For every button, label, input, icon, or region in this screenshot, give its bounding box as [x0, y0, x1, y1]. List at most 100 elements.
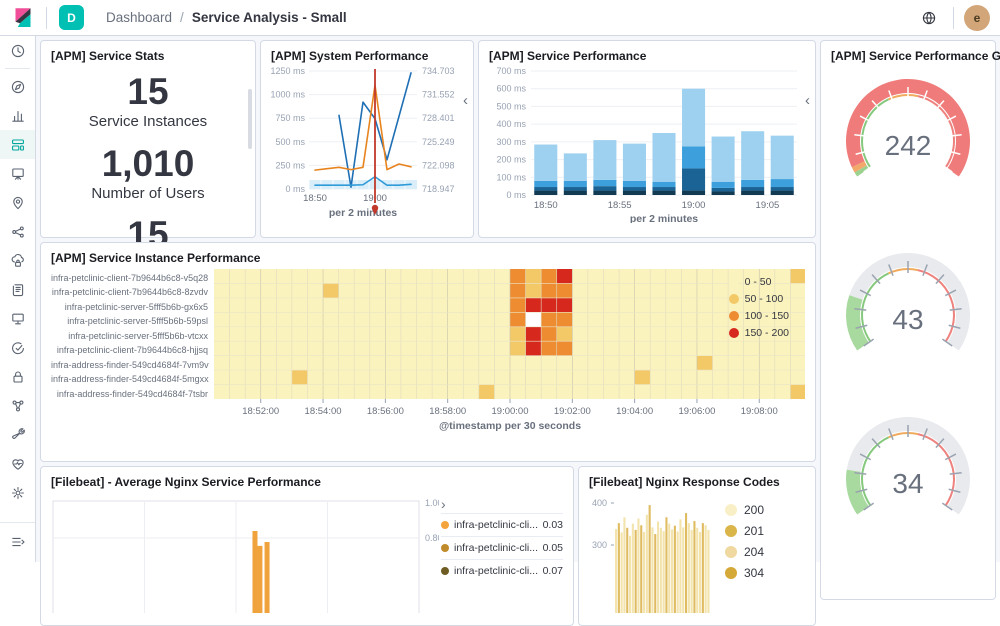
legend-item-201[interactable]: 201	[725, 520, 764, 541]
bar	[679, 519, 682, 613]
bar-segment	[770, 135, 794, 180]
instance-performance-heatmap[interactable]: 18:52:00 18:54:00 18:56:00 18:58:00 19:00:00…	[214, 269, 805, 435]
panel-service-performance: [APM] Service Performance 700 ms 600 ms 50…	[478, 40, 816, 238]
legend-label: 200	[744, 502, 765, 517]
bar	[637, 518, 640, 613]
system-performance-chart[interactable]: 1250 ms 734.703 1000 ms 731.552 750 ms 728.40…	[270, 63, 463, 223]
nginx-performance-chart[interactable]: 1.00 0.80	[51, 493, 439, 613]
sidebar-item-dev-tools[interactable]	[0, 420, 35, 449]
bar	[668, 523, 671, 613]
globe-icon	[922, 11, 936, 24]
legend-item-0-50[interactable]: 0 - 50	[728, 273, 789, 290]
sidebar-item-stack-monitoring[interactable]	[0, 449, 35, 478]
bar	[634, 529, 637, 613]
legend-item-150-200[interactable]: 150 - 200	[728, 324, 789, 341]
bar-segment	[622, 180, 646, 188]
bar	[704, 525, 707, 613]
sidebar-item-canvas[interactable]	[0, 159, 35, 188]
service-performance-chart[interactable]: 700 ms 600 ms 500 ms 400 ms 300 ms 200 ms 100 …	[489, 63, 805, 225]
gauge-chart-2[interactable]: 43	[830, 253, 986, 371]
legend-item[interactable]: infra-petclinic-cli... 0.05	[441, 536, 563, 559]
map-pin-icon	[12, 196, 23, 209]
heatmap-cell	[525, 341, 542, 356]
globe-icon[interactable]	[915, 4, 943, 32]
panel-title[interactable]: [Filebeat] - Average Nginx Service Perfo…	[51, 475, 321, 489]
sidebar-item-management[interactable]	[0, 478, 35, 507]
panel-title[interactable]: [APM] System Performance	[271, 49, 429, 63]
nginx-codes-legend: 200 201 204 304	[725, 493, 764, 613]
bar-segment	[770, 187, 794, 191]
bar	[707, 529, 710, 613]
gauge-chart-1[interactable]: 242	[830, 79, 986, 197]
heatmap-row-label: infra-petclinic-client-7b9644b6c8-v5q28	[51, 273, 209, 283]
sidebar-item-collapse-menu[interactable]	[0, 527, 35, 556]
legend-item-50-100[interactable]: 50 - 100	[728, 290, 789, 307]
legend-value: 0.07	[542, 565, 563, 577]
bar	[682, 527, 685, 613]
sidebar-item-metrics[interactable]	[0, 304, 35, 333]
sidebar-item-dashboard[interactable]	[0, 130, 35, 159]
panel-title[interactable]: [Filebeat] Nginx Response Codes	[589, 475, 780, 489]
sidebar-item-logs[interactable]	[0, 275, 35, 304]
legend-item-204[interactable]: 204	[725, 541, 764, 562]
panel-title[interactable]: [APM] Service Stats	[51, 49, 165, 63]
nginx-performance-legend: › infra-petclinic-cli... 0.03 infra-petcli…	[441, 493, 563, 613]
sidebar-item-visualize[interactable]	[0, 101, 35, 130]
cloud-lock-icon	[11, 253, 24, 267]
chevron-right-icon[interactable]: ›	[441, 496, 446, 512]
bar-segment	[741, 179, 765, 188]
breadcrumb-dashboard[interactable]: Dashboard	[106, 10, 173, 25]
legend-swatch	[725, 566, 737, 579]
sidebar-item-uptime[interactable]	[0, 333, 35, 362]
monitor-icon	[11, 313, 24, 324]
svg-text:600 ms: 600 ms	[496, 84, 526, 94]
bar	[643, 531, 646, 613]
svg-text:500 ms: 500 ms	[275, 137, 305, 147]
heatmap-legend: 0 - 50 50 - 100 100 - 150 150 - 200	[728, 273, 789, 341]
sidebar-item-apm[interactable]	[0, 391, 35, 420]
panel-title[interactable]: [APM] Service Performance	[489, 49, 647, 63]
metric-value: 1,010	[101, 143, 195, 185]
heatmap-cell	[556, 297, 573, 313]
legend-item-100-150[interactable]: 100 - 150	[728, 307, 789, 324]
legend-item-200[interactable]: 200	[725, 499, 764, 520]
panel-scrollbar[interactable]	[248, 89, 252, 149]
sidebar-item-maps[interactable]	[0, 188, 35, 217]
bar-segment	[593, 186, 617, 191]
legend-item[interactable]: infra-petclinic-cli... 0.07	[441, 559, 563, 582]
svg-text:18:54:00: 18:54:00	[305, 406, 342, 417]
legend-collapse-icon[interactable]: ‹	[463, 92, 468, 109]
svg-text:1000 ms: 1000 ms	[271, 90, 305, 100]
svg-text:18:50: 18:50	[534, 200, 558, 211]
legend-item-304[interactable]: 304	[725, 562, 764, 583]
svg-text:18:50: 18:50	[303, 193, 327, 204]
sidebar-item-security-cloud[interactable]	[0, 246, 35, 275]
heatmap-cell	[541, 283, 557, 298]
panel-title[interactable]: [APM] Service Instance Performance	[51, 251, 261, 265]
svg-text:722.098: 722.098	[422, 160, 455, 170]
legend-collapse-icon[interactable]: ‹	[805, 92, 810, 109]
svg-text:400: 400	[592, 498, 607, 508]
bar-segment	[563, 180, 587, 188]
space-switcher-badge[interactable]: D	[59, 5, 84, 30]
kibana-logo[interactable]	[0, 0, 46, 35]
legend-item[interactable]: infra-petclinic-cli... 0.03	[441, 513, 563, 536]
sidebar-item-discover[interactable]	[0, 72, 35, 101]
sidebar-item-recently-viewed[interactable]	[0, 36, 35, 65]
nginx-response-codes-chart[interactable]: 400 300	[589, 493, 717, 613]
svg-text:725.249: 725.249	[422, 137, 455, 147]
sidebar-item-machine-learning[interactable]	[0, 217, 35, 246]
bar	[693, 521, 696, 613]
panel-title[interactable]: [APM] Service Performance Go...	[831, 49, 1000, 63]
bar-segment	[652, 181, 676, 188]
sidebar-item-siem[interactable]	[0, 362, 35, 391]
user-avatar[interactable]: e	[964, 4, 990, 31]
bar-segment	[593, 140, 617, 180]
bar-segment	[593, 190, 617, 195]
bar	[673, 525, 676, 613]
gauge-chart-3[interactable]: 34	[830, 417, 986, 535]
bar-segment	[593, 179, 617, 187]
bar	[685, 513, 688, 613]
bar	[657, 521, 660, 613]
bar	[701, 523, 704, 613]
